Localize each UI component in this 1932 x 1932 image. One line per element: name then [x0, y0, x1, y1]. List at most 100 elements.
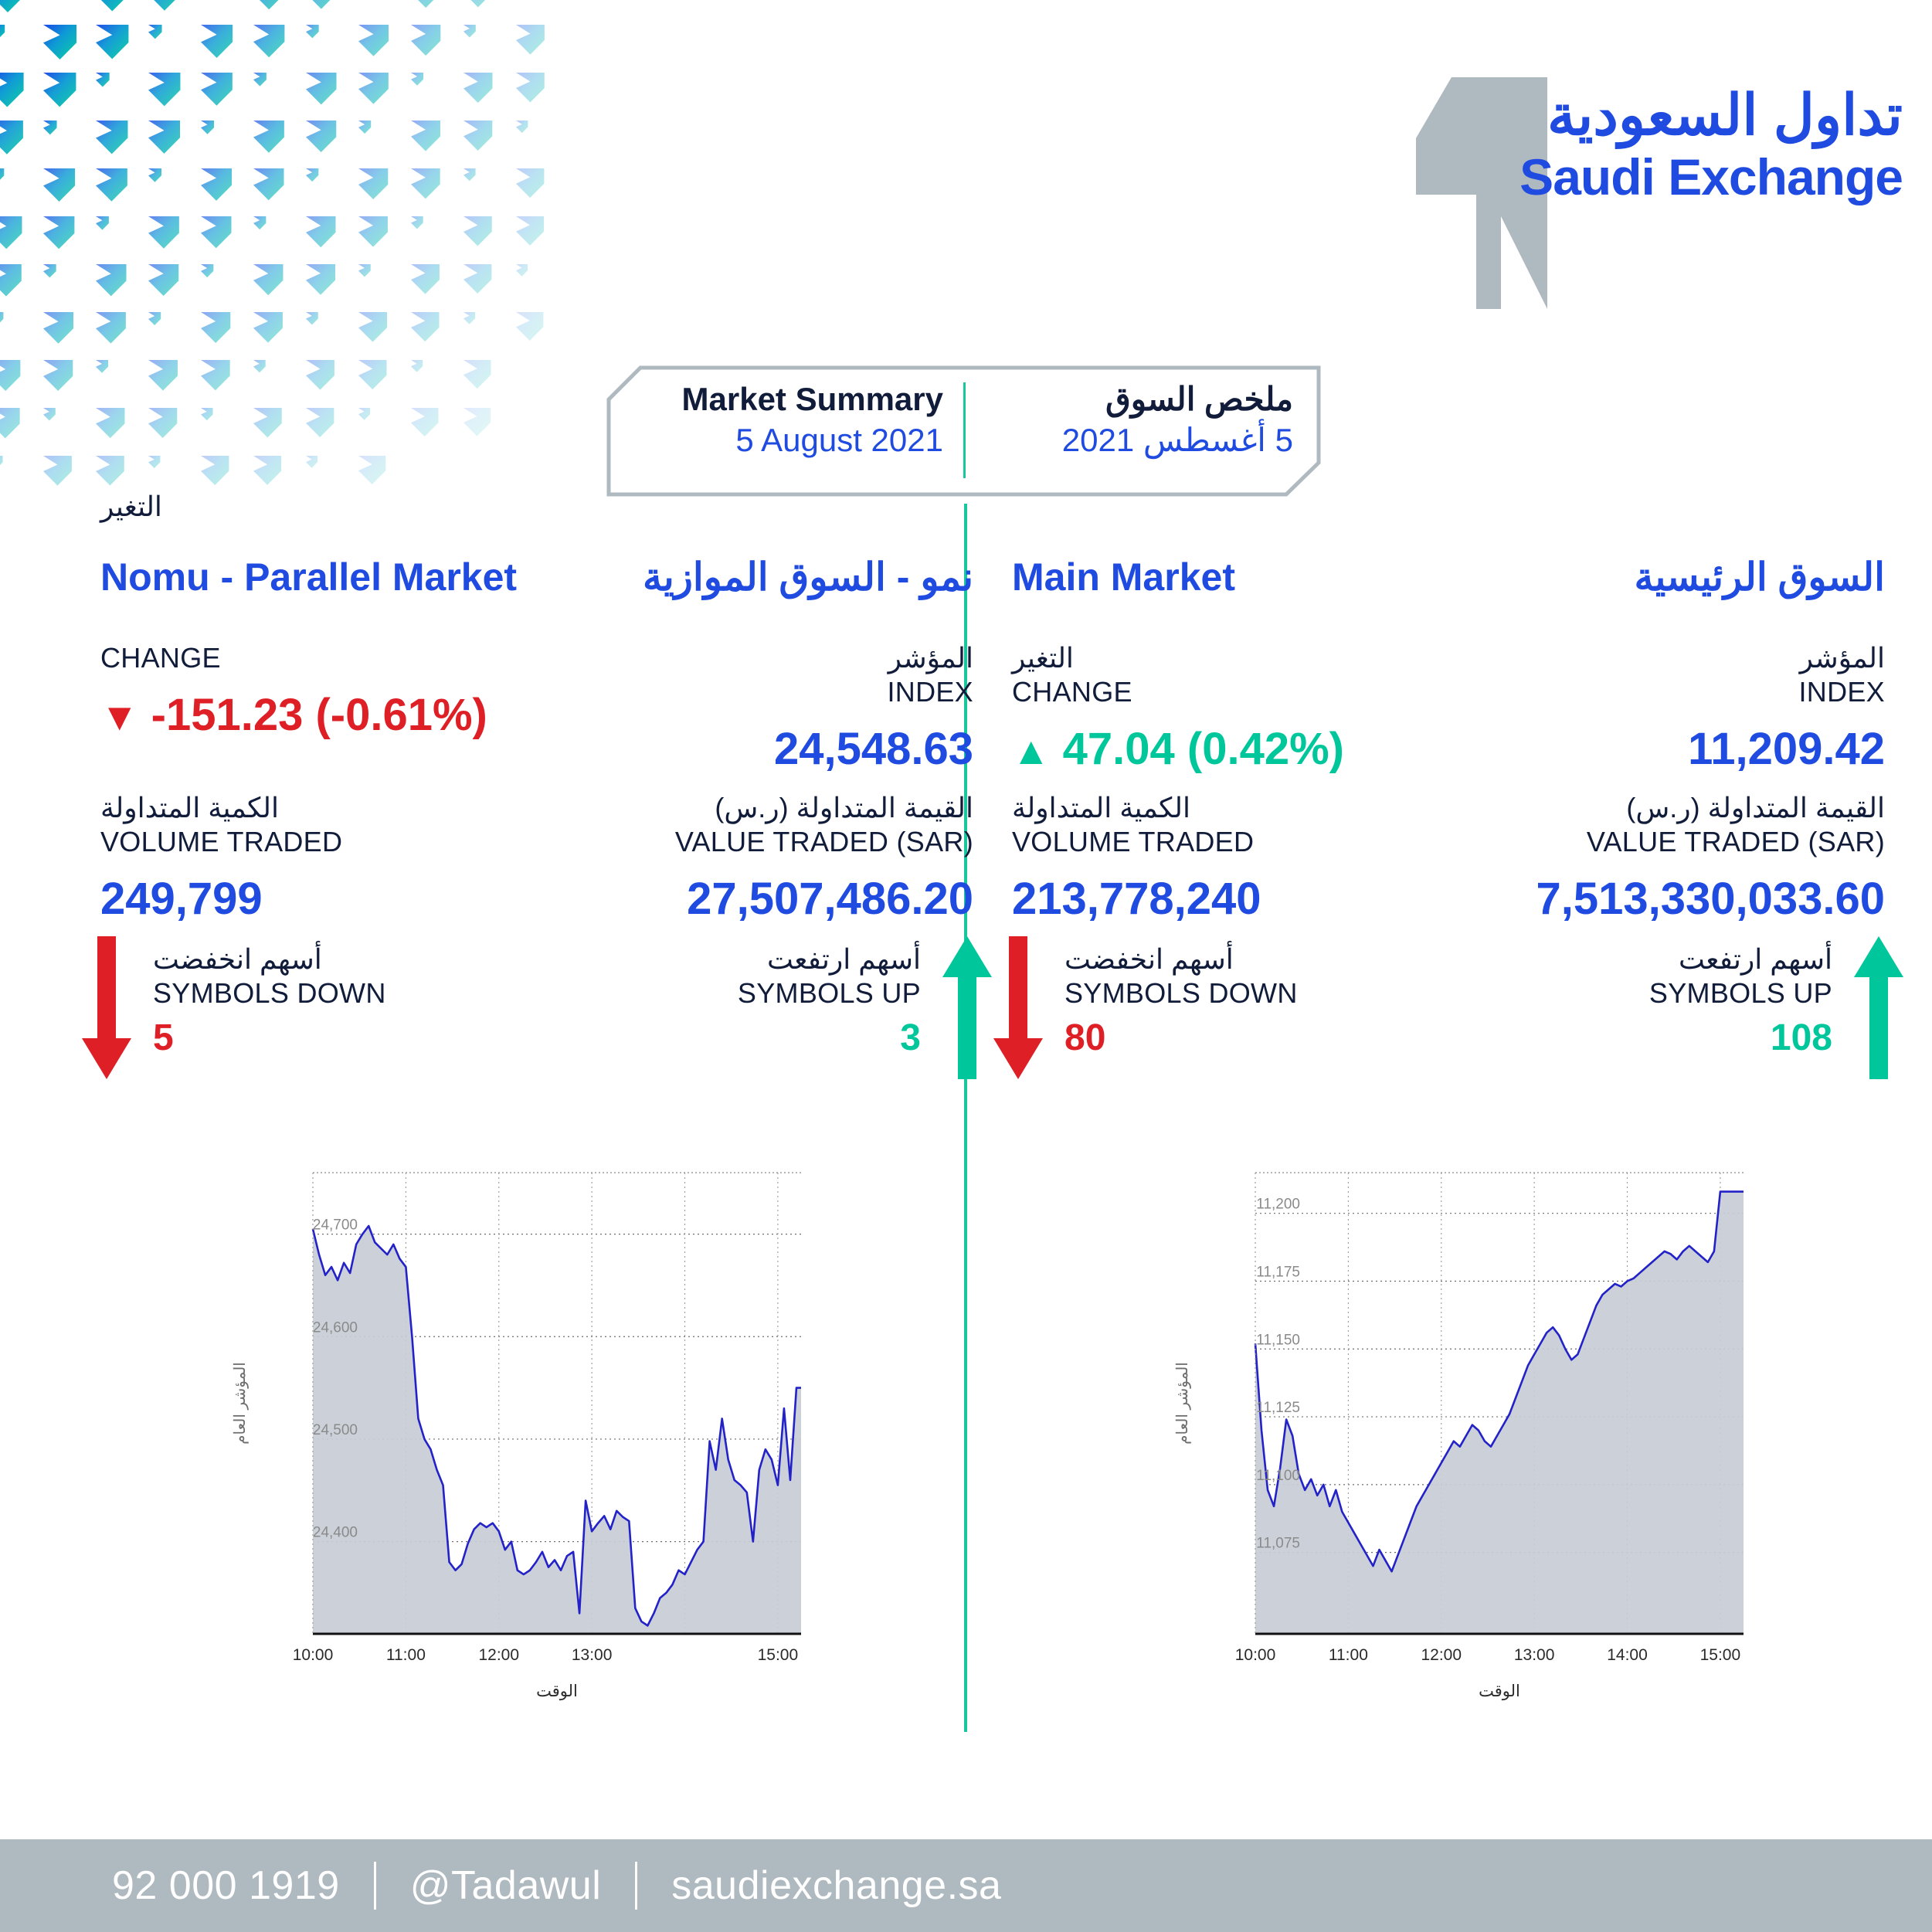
- nomu-symbols-down-label-ar: أسهم انخفضت: [153, 943, 322, 975]
- nomu-index-value: 24,548.63: [773, 723, 973, 774]
- nomu-index-chart: 24,400 24,500 24,600 24,700 10:00 11:00 12:00 1…: [197, 1159, 815, 1715]
- svg-text:13:00: 13:00: [572, 1646, 613, 1664]
- nomu-index-label-en: INDEX: [887, 675, 973, 708]
- svg-text:11:00: 11:00: [1329, 1646, 1368, 1664]
- nomu-symbols-up-label-en: SYMBOLS UP: [737, 976, 921, 1009]
- nomu-symbols-up-label-ar: أسهم ارتفعت: [766, 943, 921, 975]
- saudi-exchange-logo: تداول السعودية Saudi Exchange: [1416, 77, 1910, 309]
- nomu-symbols-down-label-en: SYMBOLS DOWN: [153, 976, 386, 1009]
- footer-phone[interactable]: 92 000 1919: [112, 1863, 340, 1908]
- nomu-symbols-down-text: أسهم انخفضت SYMBOLS DOWN 5: [153, 942, 386, 1061]
- main-volume-value: 213,778,240: [1012, 873, 1261, 924]
- nomu-name-ar: نمو - السوق الموازية: [643, 555, 973, 599]
- svg-text:14:00: 14:00: [1607, 1646, 1648, 1664]
- nomu-index-change-row: التغير CHANGE ▼ -151.23 (-0.61%) المؤشر …: [100, 491, 973, 774]
- big-arrow-up-icon: [942, 936, 992, 1079]
- svg-text:11,200: 11,200: [1256, 1197, 1300, 1213]
- main-change-number: 47.04 (0.42%): [1062, 723, 1344, 774]
- nomu-symbols-row: أسهم انخفضت SYMBOLS DOWN 5 أسهم ارتفعت S…: [82, 936, 992, 1083]
- nomu-volume-label-ar: الكمية المتداولة: [100, 792, 280, 823]
- arrow-up-icon: ▲: [1012, 728, 1051, 772]
- main-index-value: 11,209.42: [1688, 723, 1885, 774]
- nomu-symbols-up-block: أسهم ارتفعت SYMBOLS UP 3: [556, 936, 992, 1083]
- main-symbols-up-label-ar: أسهم ارتفعت: [1678, 943, 1832, 975]
- svg-text:11:00: 11:00: [386, 1646, 426, 1664]
- svg-text:11,100: 11,100: [1256, 1468, 1300, 1484]
- nomu-symbols-down-block: أسهم انخفضت SYMBOLS DOWN 5: [82, 936, 518, 1083]
- nomu-index-cell: المؤشر INDEX 24,548.63: [556, 641, 973, 778]
- main-value-cell: القيمة المتداولة (ر.س) VALUE TRADED (SAR…: [1468, 791, 1885, 928]
- main-volume-label-en: VOLUME TRADED: [1012, 825, 1255, 857]
- footer-social-handle[interactable]: @Tadawul: [409, 1863, 602, 1908]
- svg-text:15:00: 15:00: [758, 1646, 799, 1664]
- svg-text:الوقت: الوقت: [536, 1682, 578, 1701]
- main-symbols-down-block: أسهم انخفضت SYMBOLS DOWN 80: [993, 936, 1429, 1083]
- main-index-change-row: التغير CHANGE ▲ 47.04 (0.42%) المؤشر IND…: [1012, 641, 1885, 774]
- big-arrow-down-icon: [993, 936, 1043, 1079]
- footer-separator: [373, 1862, 376, 1910]
- nomu-change-label-ar: التغير: [100, 491, 162, 522]
- main-symbols-down-label-en: SYMBOLS DOWN: [1064, 976, 1298, 1009]
- main-index-label-en: INDEX: [1798, 675, 1885, 708]
- main-symbols-down-text: أسهم انخفضت SYMBOLS DOWN 80: [1064, 942, 1298, 1061]
- banner-date-ar: 5 أغسطس 2021: [1061, 421, 1293, 458]
- main-volume-cell: الكمية المتداولة VOLUME TRADED 213,778,2…: [1012, 791, 1429, 928]
- nomu-index-label-ar: المؤشر: [888, 642, 973, 674]
- svg-text:11,175: 11,175: [1256, 1264, 1300, 1280]
- svg-text:المؤشر العام: المؤشر العام: [232, 1362, 249, 1445]
- svg-text:المؤشر العام: المؤشر العام: [1174, 1362, 1191, 1445]
- logo-text-english: Saudi Exchange: [1519, 148, 1903, 205]
- logo-text-arabic: تداول السعودية: [1547, 84, 1903, 147]
- banner-title-ar: ملخص السوق: [1105, 381, 1293, 417]
- banner-title-en: Market Summary: [681, 381, 943, 417]
- svg-text:11,150: 11,150: [1256, 1332, 1300, 1348]
- nomu-change-cell: التغير CHANGE ▼ -151.23 (-0.61%): [100, 491, 518, 744]
- footer-bar: 92 000 1919 @Tadawul saudiexchange.sa: [0, 1839, 1932, 1932]
- nomu-value-cell: القيمة المتداولة (ر.س) VALUE TRADED (SAR…: [556, 791, 973, 928]
- main-volume-label-ar: الكمية المتداولة: [1012, 792, 1191, 823]
- arrow-down-icon: ▼: [100, 694, 139, 739]
- svg-text:11,125: 11,125: [1256, 1400, 1300, 1416]
- svg-text:12:00: 12:00: [1421, 1646, 1462, 1664]
- svg-text:24,500: 24,500: [313, 1422, 358, 1438]
- nomu-name-en: Nomu - Parallel Market: [100, 555, 518, 599]
- nomu-volume-value-row: الكمية المتداولة VOLUME TRADED 249,799 ا…: [100, 791, 973, 924]
- svg-text:15:00: 15:00: [1700, 1646, 1741, 1664]
- main-index-chart: 11,075 11,100 11,125 11,150 11,175 11,200 10:0…: [1139, 1159, 1757, 1715]
- big-arrow-down-icon: [82, 936, 131, 1079]
- main-symbols-down-count: 80: [1064, 1017, 1106, 1058]
- nomu-symbols-up-text: أسهم ارتفعت SYMBOLS UP 3: [738, 942, 921, 1061]
- nomu-volume-value: 249,799: [100, 873, 263, 924]
- svg-text:24,700: 24,700: [313, 1217, 358, 1234]
- main-change-value: ▲ 47.04 (0.42%): [1012, 720, 1429, 778]
- main-index-label-ar: المؤشر: [1799, 642, 1885, 674]
- main-volume-value-row: الكمية المتداولة VOLUME TRADED 213,778,2…: [1012, 791, 1885, 924]
- nomu-symbols-up-count: 3: [900, 1017, 921, 1058]
- main-symbols-row: أسهم انخفضت SYMBOLS DOWN 80 أسهم ارتفعت …: [993, 936, 1903, 1083]
- svg-text:12:00: 12:00: [478, 1646, 519, 1664]
- column-divider: [964, 504, 967, 1732]
- banner-arabic-block: ملخص السوق 5 أغسطس 2021: [984, 379, 1293, 460]
- main-value-traded: 7,513,330,033.60: [1536, 873, 1885, 924]
- nomu-change-label-en: CHANGE: [100, 642, 221, 674]
- main-symbols-up-block: أسهم ارتفعت SYMBOLS UP 108: [1468, 936, 1903, 1083]
- footer-separator: [635, 1862, 638, 1910]
- main-header-row: Main Market السوق الرئيسية: [1012, 555, 1885, 610]
- main-value-label-en: VALUE TRADED (SAR): [1586, 825, 1885, 857]
- nomu-change-value: ▼ -151.23 (-0.61%): [100, 686, 518, 744]
- main-symbols-down-label-ar: أسهم انخفضت: [1064, 943, 1234, 975]
- nomu-volume-cell: الكمية المتداولة VOLUME TRADED 249,799: [100, 791, 518, 928]
- logo-arrow-mark: [1416, 77, 1547, 309]
- market-summary-banner: Market Summary 5 August 2021 ملخص السوق …: [606, 365, 1321, 497]
- svg-text:الوقت: الوقت: [1479, 1682, 1520, 1701]
- svg-text:13:00: 13:00: [1514, 1646, 1555, 1664]
- main-value-label-ar: القيمة المتداولة (ر.س): [1626, 792, 1885, 823]
- banner-divider: [963, 382, 966, 478]
- market-section-main: Main Market السوق الرئيسية التغير CHANGE…: [993, 555, 1903, 1083]
- footer-website[interactable]: saudiexchange.sa: [671, 1863, 1002, 1908]
- main-symbols-up-label-en: SYMBOLS UP: [1648, 976, 1832, 1009]
- main-change-cell: التغير CHANGE ▲ 47.04 (0.42%): [1012, 641, 1429, 778]
- svg-text:10:00: 10:00: [1235, 1646, 1276, 1664]
- svg-text:10:00: 10:00: [293, 1646, 334, 1664]
